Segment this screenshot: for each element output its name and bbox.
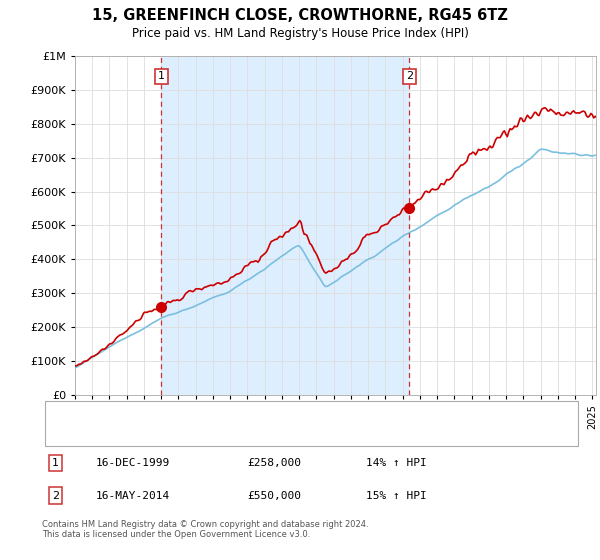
Text: 15, GREENFINCH CLOSE, CROWTHORNE, RG45 6TZ (detached house): 15, GREENFINCH CLOSE, CROWTHORNE, RG45 6… — [88, 406, 457, 416]
Text: 1: 1 — [52, 458, 59, 468]
Text: 2: 2 — [406, 71, 413, 81]
Text: 15% ↑ HPI: 15% ↑ HPI — [366, 491, 427, 501]
Text: 1: 1 — [158, 71, 165, 81]
Text: Price paid vs. HM Land Registry's House Price Index (HPI): Price paid vs. HM Land Registry's House … — [131, 27, 469, 40]
Text: 15, GREENFINCH CLOSE, CROWTHORNE, RG45 6TZ: 15, GREENFINCH CLOSE, CROWTHORNE, RG45 6… — [92, 8, 508, 24]
Text: £550,000: £550,000 — [247, 491, 301, 501]
Text: 16-DEC-1999: 16-DEC-1999 — [96, 458, 170, 468]
Bar — [161, 56, 409, 395]
Text: 2: 2 — [52, 491, 59, 501]
Text: 14% ↑ HPI: 14% ↑ HPI — [366, 458, 427, 468]
FancyBboxPatch shape — [45, 401, 578, 446]
Text: £258,000: £258,000 — [247, 458, 301, 468]
Text: Contains HM Land Registry data © Crown copyright and database right 2024.
This d: Contains HM Land Registry data © Crown c… — [42, 520, 368, 539]
Text: HPI: Average price, detached house, Wokingham: HPI: Average price, detached house, Woki… — [88, 431, 369, 441]
Text: 16-MAY-2014: 16-MAY-2014 — [96, 491, 170, 501]
